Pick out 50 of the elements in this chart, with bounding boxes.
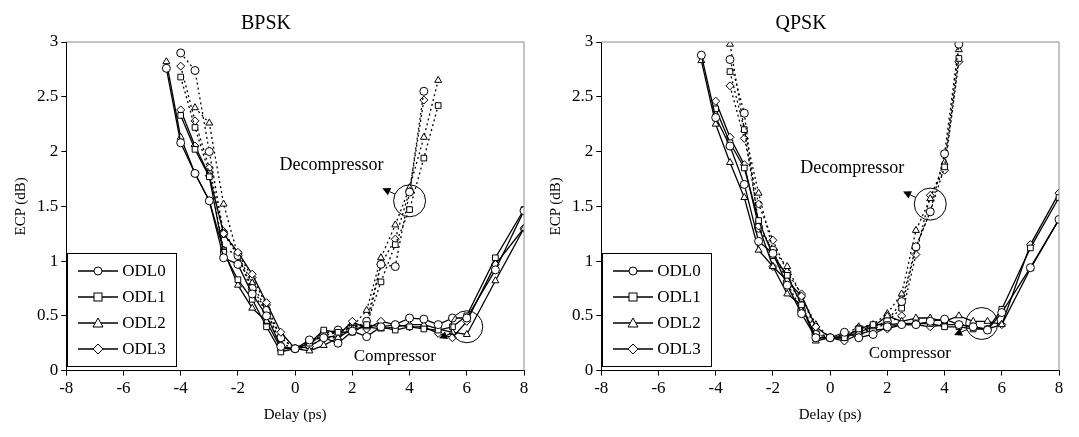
y-tick-label: 1.5 <box>37 195 59 215</box>
x-tick-label: -2 <box>230 378 245 398</box>
x-tick-label: -4 <box>173 378 189 398</box>
x-tick-label: -6 <box>116 378 131 398</box>
x-tick-label: -8 <box>594 378 609 398</box>
x-tick-label: -8 <box>59 378 74 398</box>
annotation: Decompressor <box>279 153 384 174</box>
x-tick-label: 4 <box>940 378 950 398</box>
y-tick-label: 2.5 <box>572 86 594 106</box>
y-tick-label: 1 <box>584 250 594 270</box>
x-tick-label: -6 <box>651 378 666 398</box>
annotation: Decompressor <box>800 156 905 177</box>
annotation: Compressor <box>868 342 952 362</box>
legend-label: ODL3 <box>122 338 166 359</box>
legend-label: ODL3 <box>657 338 701 359</box>
x-tick-label: 0 <box>290 378 300 398</box>
legend-label: ODL0 <box>657 260 701 281</box>
x-tick-label: 2 <box>883 378 892 398</box>
y-tick-label: 0.5 <box>572 305 594 325</box>
x-tick-label: 8 <box>1054 378 1064 398</box>
legend-label: ODL2 <box>657 312 701 333</box>
legend-label: ODL1 <box>657 286 701 307</box>
y-tick-label: 0 <box>49 360 59 380</box>
y-tick-label: 2 <box>49 141 59 160</box>
x-tick-label: -2 <box>765 378 780 398</box>
x-tick-label: 6 <box>997 378 1007 398</box>
y-axis-title: ECP (dB) <box>546 177 564 236</box>
x-tick-label: 6 <box>462 378 472 398</box>
x-tick-label: -4 <box>708 378 724 398</box>
x-tick-label: 0 <box>825 378 835 398</box>
y-tick-label: 1 <box>49 250 59 270</box>
annotation: Compressor <box>353 346 437 366</box>
legend-label: ODL2 <box>122 312 166 333</box>
x-axis-title: Delay (ps) <box>798 405 862 423</box>
y-tick-label: 1.5 <box>572 195 594 215</box>
x-axis-title: Delay (ps) <box>263 405 327 423</box>
x-tick-label: 4 <box>405 378 415 398</box>
x-tick-label: 8 <box>519 378 529 398</box>
y-tick-label: 0.5 <box>37 305 59 325</box>
y-tick-label: 2 <box>584 141 594 160</box>
x-tick-label: 2 <box>348 378 357 398</box>
y-tick-label: 3 <box>49 31 59 51</box>
chart-title: BPSK <box>240 11 292 34</box>
y-axis-title: ECP (dB) <box>11 177 29 236</box>
chart-title: QPSK <box>775 11 828 34</box>
legend-label: ODL1 <box>122 286 166 307</box>
legend-label: ODL0 <box>122 260 166 281</box>
y-tick-label: 0 <box>584 360 594 380</box>
y-tick-label: 3 <box>584 31 594 51</box>
y-tick-label: 2.5 <box>37 86 59 106</box>
